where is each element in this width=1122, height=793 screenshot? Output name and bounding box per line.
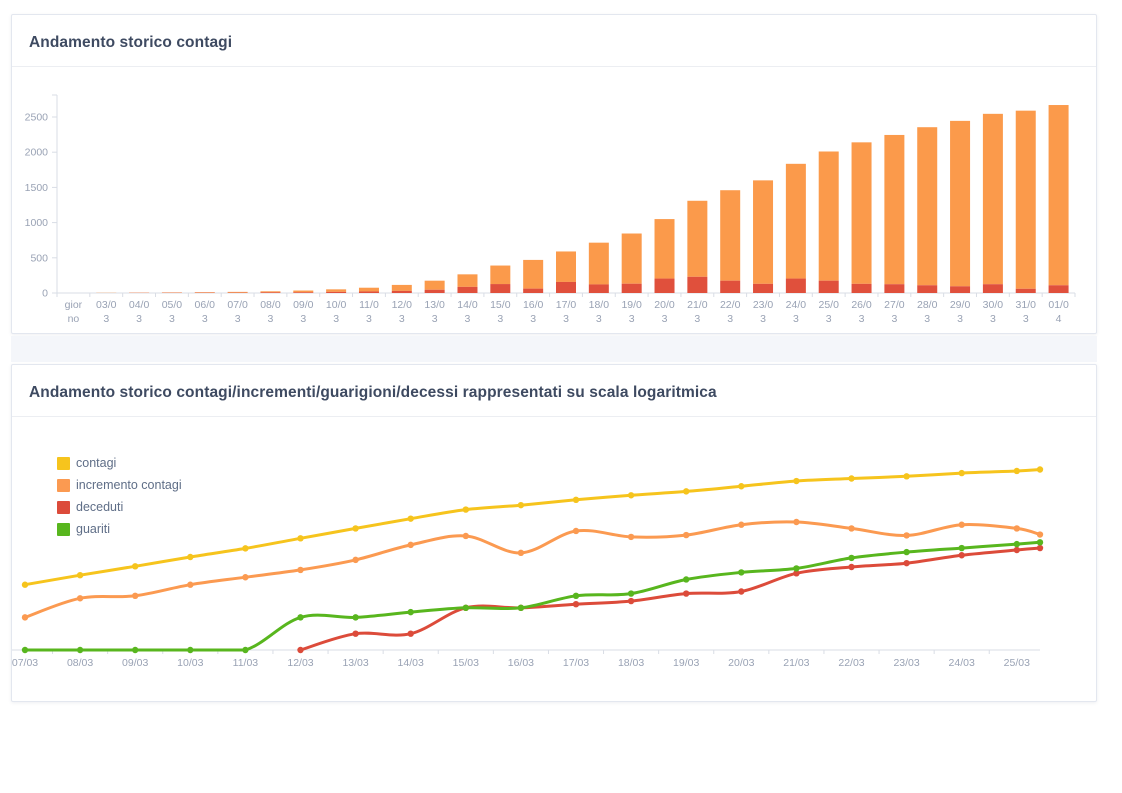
svg-text:14/03: 14/03	[457, 299, 478, 325]
svg-text:500: 500	[30, 252, 48, 264]
svg-text:03/03: 03/0 3	[96, 299, 117, 325]
svg-text:17/03: 17/03	[556, 299, 577, 325]
legend-item-deceduti[interactable]: deceduti	[57, 496, 182, 518]
svg-text:21/03: 21/03	[687, 299, 708, 325]
svg-text:25/03: 25/03	[1004, 657, 1030, 669]
svg-text:15/03: 15/03	[490, 299, 511, 325]
svg-text:31/03: 31/0 3	[1016, 299, 1037, 325]
svg-text:09/03: 09/03	[293, 299, 314, 325]
legend-swatch-contagi	[57, 456, 70, 470]
svg-text:06/03: 06/0 3	[195, 299, 216, 325]
svg-text:15/03: 15/03	[453, 657, 479, 669]
svg-text:11/03: 11/03	[359, 299, 379, 325]
svg-text:13/03: 13/03	[342, 657, 368, 669]
svg-text:22/03: 22/03	[838, 657, 864, 669]
line-chart-legend: contagi incremento contagi deceduti guar…	[57, 452, 182, 540]
svg-text:18/03: 18/03	[618, 657, 644, 669]
legend-item-contagi[interactable]: contagi	[57, 452, 182, 474]
svg-text:10/03: 10/03	[177, 657, 203, 669]
svg-text:16/03: 16/03	[523, 299, 544, 325]
svg-text:19/03: 19/03	[673, 657, 699, 669]
legend-swatch-guariti	[57, 522, 70, 536]
svg-text:24/03: 24/03	[949, 657, 975, 669]
legend-item-incremento-contagi[interactable]: incremento contagi	[57, 474, 182, 496]
svg-text:25/03: 25/03	[818, 299, 839, 325]
panels-gap	[11, 336, 1097, 362]
svg-text:09/03: 09/03	[122, 657, 148, 669]
svg-text:07/03: 07/03	[227, 299, 248, 325]
card-title-log: Andamento storico contagi/incrementi/gua…	[12, 365, 1096, 417]
legend-swatch-incremento-contagi	[57, 478, 70, 492]
svg-text:2500: 2500	[25, 112, 49, 124]
card-title-contagi: Andamento storico contagi	[12, 15, 1096, 67]
svg-text:19/03: 19/03	[621, 299, 642, 325]
bar-chart-canvas[interactable]: 0 500 1000 1500 2000 2500 gior no 03/0 3 04/0 3 05/0…	[12, 60, 1096, 334]
svg-text:07/03: 07/03	[12, 657, 38, 669]
svg-text:20/03: 20/03	[654, 299, 675, 325]
svg-text:12/03: 12/03	[392, 299, 413, 325]
svg-text:04/03: 04/0 3	[129, 299, 150, 325]
svg-text:08/03: 08/03	[260, 299, 281, 325]
legend-label-contagi: contagi	[76, 455, 117, 470]
svg-text:10/03: 10/03	[326, 299, 347, 325]
svg-text:13/03: 13/03	[424, 299, 445, 325]
svg-text:12/03: 12/03	[287, 657, 313, 669]
svg-text:30/03: 30/0 3	[983, 299, 1004, 325]
svg-text:1500: 1500	[25, 182, 49, 194]
svg-text:01/04: 01/0 4	[1048, 299, 1069, 325]
svg-text:29/03: 29/0 3	[950, 299, 971, 325]
svg-text:11/03: 11/03	[233, 657, 259, 669]
svg-text:08/03: 08/03	[67, 657, 93, 669]
svg-text:23/03: 23/03	[753, 299, 774, 325]
legend-label-incremento-contagi: incremento contagi	[76, 477, 182, 492]
svg-text:16/03: 16/03	[508, 657, 534, 669]
chart-card-contagi: Andamento storico contagi	[11, 14, 1097, 334]
svg-text:05/03: 05/0 3	[162, 299, 183, 325]
svg-text:0: 0	[42, 288, 48, 300]
svg-text:2000: 2000	[25, 147, 49, 159]
legend-label-guariti: guariti	[76, 521, 111, 536]
svg-text:1000: 1000	[25, 217, 49, 229]
svg-text:18/03: 18/03	[589, 299, 610, 325]
svg-text:22/03: 22/03	[720, 299, 741, 325]
svg-text:27/03: 27/0 3	[884, 299, 905, 325]
svg-text:26/03: 26/0 3	[851, 299, 872, 325]
svg-text:17/03: 17/03	[563, 657, 589, 669]
svg-text:23/03: 23/03	[893, 657, 919, 669]
svg-text:24/03: 24/03	[786, 299, 807, 325]
legend-swatch-deceduti	[57, 500, 70, 514]
legend-label-deceduti: deceduti	[76, 499, 124, 514]
svg-text:20/03: 20/03	[728, 657, 754, 669]
svg-text:14/03: 14/03	[398, 657, 424, 669]
svg-text:21/03: 21/03	[783, 657, 809, 669]
line-chart-canvas[interactable]: 07/03 08/03 09/03 10/03 11/03 12/03 13/03 14/03…	[12, 420, 1096, 701]
legend-item-guariti[interactable]: guariti	[57, 518, 182, 540]
svg-text:28/03: 28/0 3	[917, 299, 938, 325]
